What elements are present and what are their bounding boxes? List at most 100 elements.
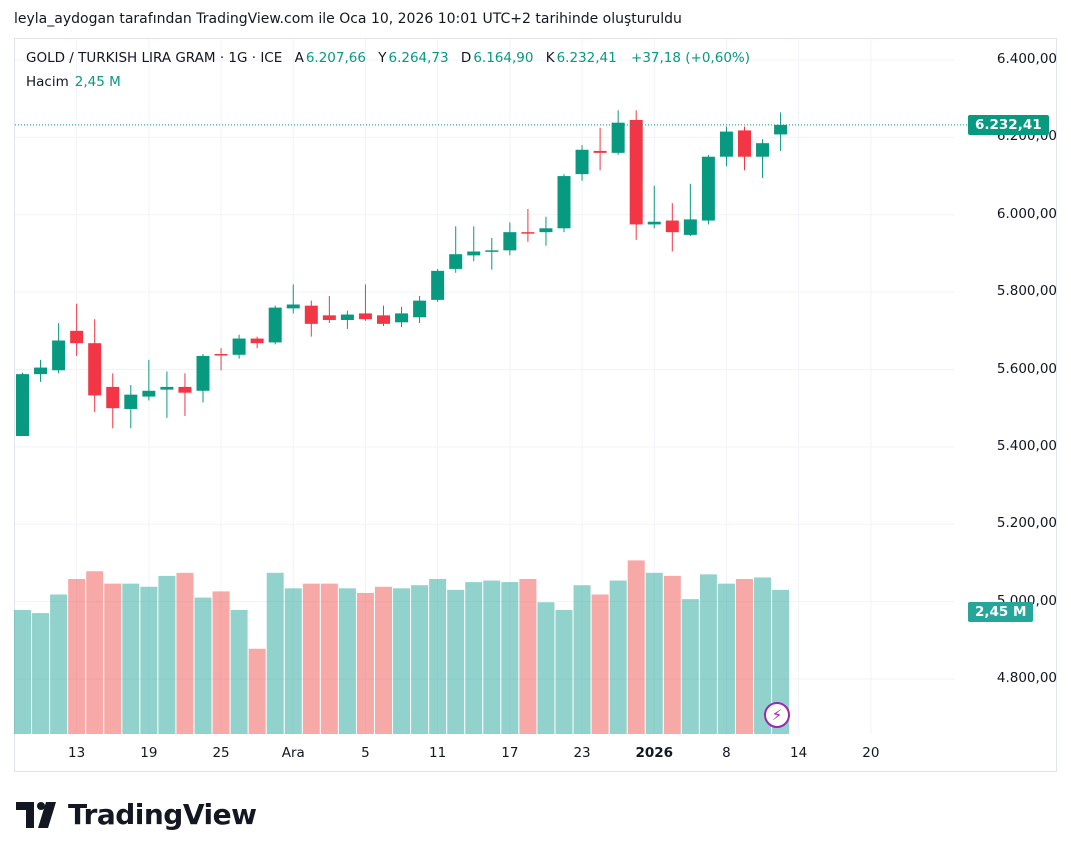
legend-change: +37,18 (+0,60%) — [631, 50, 750, 66]
y-tick-label: 4.800,00 — [996, 670, 1057, 686]
chart-frame[interactable] — [14, 38, 1057, 772]
candle-body — [575, 149, 589, 175]
volume-bar — [194, 597, 212, 734]
legend-open-value: 6.207,66 — [305, 50, 366, 66]
x-tick-label: 5 — [361, 745, 370, 761]
y-tick-label: 5.600,00 — [996, 360, 1057, 377]
x-tick-label: 8 — [722, 745, 731, 761]
candle-body — [16, 374, 29, 437]
lightning-icon[interactable]: ⚡ — [764, 702, 790, 728]
candle-body — [340, 314, 354, 320]
legend-symbol[interactable]: GOLD / TURKISH LIRA GRAM · 1G · ICE — [26, 50, 283, 66]
volume-bar — [754, 577, 772, 734]
last-volume-badge: 2,45 M — [968, 602, 1034, 622]
tradingview-logo-icon — [16, 801, 56, 828]
candle-body — [52, 340, 66, 371]
x-tick-label: 20 — [862, 745, 880, 761]
logo-text: TradingView — [68, 798, 257, 831]
candle-body — [160, 386, 174, 390]
volume-bar — [356, 592, 374, 734]
candle-body — [521, 232, 535, 234]
candle-body — [196, 355, 210, 391]
candle-body — [683, 219, 697, 235]
volume-bar — [122, 583, 140, 734]
x-tick-label: 14 — [790, 745, 808, 761]
y-tick-label: 6.000,00 — [996, 205, 1057, 222]
candle-body — [647, 221, 661, 225]
candle-body — [268, 307, 282, 343]
volume-bar — [429, 579, 447, 734]
candle-body — [467, 251, 481, 256]
candle-body — [449, 254, 463, 269]
volume-bar — [140, 586, 158, 734]
y-tick-label: 6.400,00 — [996, 51, 1057, 67]
candle-body — [557, 176, 571, 229]
tradingview-logo[interactable]: TradingView — [16, 798, 257, 831]
volume-bar — [483, 580, 501, 734]
volume-legend: Hacim 2,45 M — [26, 74, 121, 90]
candle-body — [214, 354, 228, 356]
candle-body — [738, 130, 751, 157]
volume-bar — [447, 589, 465, 734]
candle-body — [485, 250, 499, 252]
volume-bar — [573, 585, 591, 734]
legend-volume-label[interactable]: Hacim — [26, 74, 69, 90]
volume-bar — [230, 610, 248, 734]
candle-body — [106, 386, 120, 409]
x-tick-label: 23 — [573, 745, 591, 761]
legend-low-label: D — [460, 50, 472, 66]
volume-bar — [284, 588, 302, 734]
candle-body — [88, 343, 102, 396]
candle-body — [395, 313, 409, 323]
chart-caption: leyla_aydogan tarafından TradingView.com… — [14, 11, 682, 27]
last-price-badge: 6.232,41 — [968, 115, 1049, 135]
volume-bar — [393, 588, 411, 734]
volume-bar — [465, 582, 483, 734]
candle-body — [70, 330, 84, 344]
x-tick-label: 17 — [501, 745, 519, 761]
candle-body — [358, 313, 372, 320]
volume-bar — [736, 579, 753, 734]
x-tick-label: 2026 — [635, 745, 674, 761]
volume-bar — [555, 610, 573, 734]
volume-bar — [212, 591, 230, 734]
candle-body — [413, 300, 427, 318]
volume-bar — [86, 571, 104, 734]
candle-body — [250, 338, 264, 344]
volume-bar — [681, 599, 699, 734]
candle-body — [503, 232, 517, 251]
candle-body — [665, 220, 679, 233]
candle-body — [611, 122, 625, 153]
symbol-legend: GOLD / TURKISH LIRA GRAM · 1G · ICE A 6.2… — [26, 50, 752, 66]
volume-bar — [591, 594, 609, 734]
candle-body — [774, 124, 788, 135]
volume-bar — [158, 575, 176, 734]
candle-body — [756, 143, 770, 157]
volume-bar — [411, 585, 429, 734]
legend-close-value: 6.232,41 — [556, 50, 617, 66]
legend-close-label: K — [545, 50, 555, 66]
volume-bar — [609, 580, 627, 734]
x-tick-label: 11 — [429, 745, 447, 761]
x-tick-label: 19 — [140, 745, 158, 761]
volume-bar — [375, 586, 392, 734]
volume-bar — [519, 579, 537, 734]
candle-body — [701, 156, 715, 221]
candle-body — [719, 131, 733, 157]
y-tick-label: 5.200,00 — [996, 515, 1057, 532]
candle-body — [232, 338, 246, 355]
candle-body — [377, 315, 390, 324]
volume-bar — [14, 610, 31, 734]
candle-body — [539, 228, 553, 233]
volume-bar — [338, 588, 356, 734]
volume-bar — [104, 583, 122, 734]
candle-body — [286, 304, 300, 309]
volume-bar — [645, 572, 663, 734]
legend-low-value: 6.164,90 — [473, 50, 534, 66]
legend-high-label: Y — [378, 50, 387, 66]
volume-bar — [50, 594, 68, 734]
volume-bar — [320, 583, 338, 734]
y-tick-label: 5.400,00 — [996, 437, 1057, 454]
y-tick-label: 5.800,00 — [996, 283, 1057, 300]
